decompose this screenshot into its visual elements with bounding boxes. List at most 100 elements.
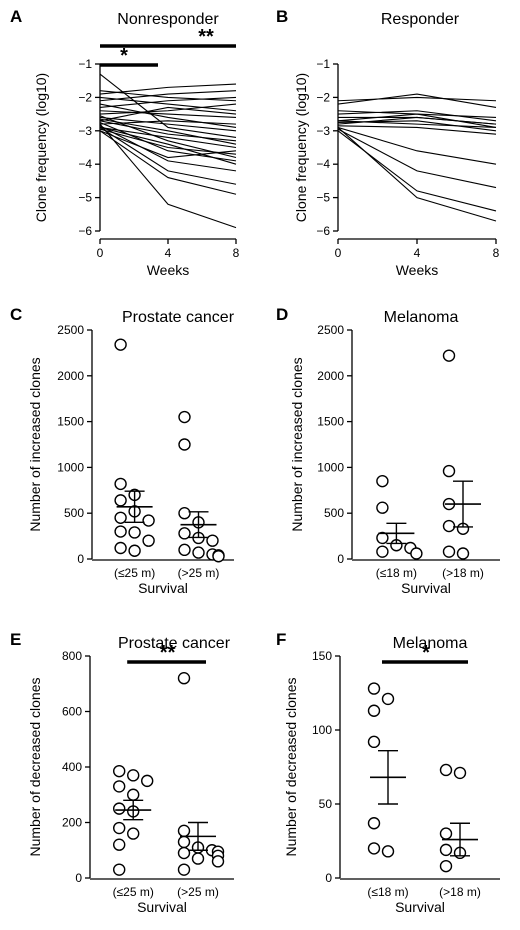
data-point [442,349,456,362]
x-category-label: (>18 m) [439,885,481,899]
series-line [99,130,237,159]
y-tick-label: 500 [64,506,84,520]
x-category-label: (>25 m) [177,885,219,899]
y-tick-label: −6 [316,224,330,238]
y-tick-label: −3 [316,124,330,138]
series-line [99,103,237,129]
data-point [178,438,191,451]
data-point [114,525,127,538]
y-tick-label: −1 [316,57,330,71]
panel-e: E Prostate cancer 0 200 400 600 800 Number of d… [10,630,234,915]
data-point [442,464,456,478]
y-tick-label: −5 [316,191,330,205]
panel-title: Responder [381,11,460,28]
data-point [114,338,127,351]
series-line [99,130,237,195]
data-point [211,855,225,868]
y-tick-label: −2 [78,90,92,104]
data-point [381,845,395,858]
data-point [140,774,154,788]
x-category-label: (≤18 m) [376,566,417,580]
data-point [177,824,191,838]
data-point [381,692,395,706]
series-line [99,120,237,142]
panel-title: Prostate cancer [118,635,231,652]
data-point [439,763,453,777]
x-tick-label: 4 [414,246,421,260]
y-tick-label: 100 [312,723,332,737]
panel-f: F Melanoma 0 50 100 150 Number of decreased cl… [276,630,500,915]
y-axis-label: Number of increased clones [289,357,305,531]
panel-b: B Responder −1 −2 −3 −4 −5 −6 Clone frequency (l… [276,7,500,278]
series-line [337,110,497,122]
y-tick-label: −4 [316,157,330,171]
data-point [112,802,126,815]
data-point [142,514,155,527]
panel-label: C [10,305,22,324]
x-tick-label: 4 [165,246,172,260]
panel-c: C Prostate cancer 0 500 1000 1500 2000 2500 Numb… [10,305,235,596]
series-line [99,103,237,115]
x-category-label: (>18 m) [442,566,484,580]
y-tick-label: 400 [62,760,82,774]
panel-title: Melanoma [393,635,468,652]
series-line [99,83,237,95]
series-line [99,123,237,229]
data-point [439,827,453,840]
series-line [337,127,497,222]
data-point [367,704,381,717]
data-point [126,827,140,840]
data-point [126,788,140,801]
significance-stars: ** [160,642,176,664]
data-point [367,735,381,749]
data-point [367,842,381,855]
data-point [128,544,141,557]
data-point [112,821,126,835]
data-point [376,531,389,545]
data-point [126,769,140,782]
series-line [99,90,237,102]
data-point [112,764,126,778]
series-line [99,126,237,185]
series-line [99,126,237,149]
series-line [99,125,237,172]
significance-stars: * [422,642,430,664]
y-tick-label: 0 [75,871,82,885]
data-point [376,545,389,558]
y-tick-label: −3 [78,124,92,138]
y-axis-label: Clone frequency (log10) [33,73,49,222]
x-axis-label: Survival [401,580,451,596]
series-line [337,125,497,135]
x-category-label: (≤25 m) [114,566,155,580]
data-point [367,682,381,695]
series-line [99,128,237,155]
x-axis-label: Survival [138,580,188,596]
significance-stars: * [120,45,128,67]
data-point [114,511,127,524]
data-point [206,534,219,547]
y-tick-label: −6 [78,224,92,238]
panel-a: A Nonresponder −1 −2 −3 −4 −5 −6 Clone frequency… [10,7,240,278]
x-category-label: (>25 m) [178,566,220,580]
panel-d: D Melanoma 0 500 1000 1500 2000 2500 Number of i… [276,305,500,596]
series-line [99,96,237,108]
y-tick-label: 200 [62,816,82,830]
y-tick-label: 1000 [57,460,84,474]
series-line [337,126,497,165]
y-tick-label: 2500 [57,323,84,337]
data-point [178,410,191,424]
x-axis-label: Survival [137,899,187,915]
x-tick-label: 8 [493,246,500,260]
data-point [177,672,191,685]
x-tick-label: 0 [97,246,104,260]
data-point [177,846,191,860]
y-tick-label: 2000 [317,369,344,383]
series-line [337,120,497,129]
y-tick-label: 1500 [57,415,84,429]
data-point [439,859,453,873]
data-point [178,507,191,520]
y-tick-label: −5 [78,191,92,205]
data-point [128,526,141,539]
y-tick-label: 800 [62,649,82,663]
